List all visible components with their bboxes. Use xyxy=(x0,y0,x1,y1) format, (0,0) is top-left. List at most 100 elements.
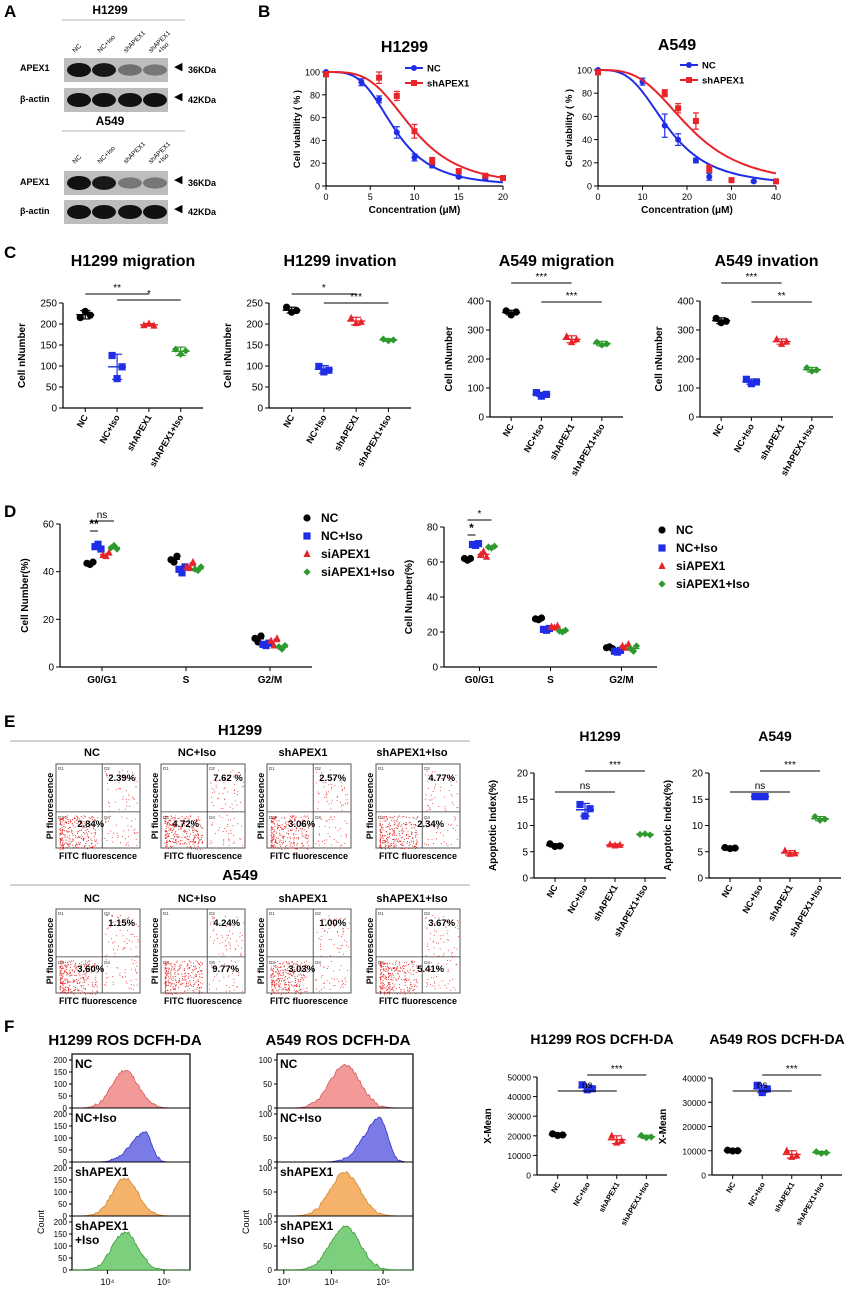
data-point xyxy=(559,1131,567,1139)
flow-events xyxy=(164,916,244,995)
y-tick-label: 100 xyxy=(54,1080,68,1089)
data-point xyxy=(275,643,283,651)
significance-label: *** xyxy=(746,272,758,283)
x-category-label: NC xyxy=(281,413,296,430)
x-axis-label: Concentration (μM) xyxy=(641,205,733,216)
data-point xyxy=(315,362,323,371)
x-category-label: NC xyxy=(501,422,516,439)
quadrant-percent-lower: 3.06% xyxy=(288,819,315,830)
y-tick-label: 0 xyxy=(268,1104,273,1113)
data-point xyxy=(189,557,197,566)
y-tick-label: 20000 xyxy=(682,1122,706,1132)
legend-label: NC xyxy=(321,511,339,525)
chart-cell-cycle-h1299: 0 20 40 60 Cell Number(%) G0/G1 S G2/M **ns NC NC+… xyxy=(20,510,395,686)
histogram-shapex1-iso xyxy=(72,1231,190,1271)
blot-band xyxy=(92,93,116,107)
kda-apex1-a549: 36KDa xyxy=(188,178,217,188)
blot-band xyxy=(118,64,142,76)
blot-row-actin-h1299: β-actin xyxy=(20,94,50,104)
y-tick-label: 5 xyxy=(522,847,528,858)
y-tick-label: 100 xyxy=(246,362,263,373)
y-tick-label: 40000 xyxy=(682,1074,706,1084)
data-point xyxy=(325,366,333,374)
data-point xyxy=(750,178,757,185)
y-axis-label: Cell nNumber xyxy=(17,323,28,388)
data-point xyxy=(675,105,682,112)
x-category-label: shAPEX1+Iso xyxy=(619,1180,651,1227)
y-tick-label: 15 xyxy=(517,795,529,806)
data-point xyxy=(170,558,178,566)
data-point xyxy=(89,558,97,566)
arrow-icon: ◀ xyxy=(174,91,183,103)
quadrant-label: D3 xyxy=(58,960,64,965)
data-point xyxy=(281,641,289,650)
blot-band xyxy=(143,64,167,76)
chart-title: A549 ROS DCFH-DA xyxy=(709,1031,844,1047)
data-point xyxy=(817,1149,825,1158)
data-point xyxy=(542,390,550,398)
flow-title-a549: A549 xyxy=(222,867,258,884)
data-point xyxy=(595,69,601,76)
legend-marker xyxy=(658,526,666,534)
data-point xyxy=(793,1151,801,1159)
data-point xyxy=(706,165,713,172)
y-tick-label: 20 xyxy=(582,158,592,168)
lane-label: NC xyxy=(71,43,83,55)
quadrant-label: D2 xyxy=(424,766,430,771)
quadrant-label: D2 xyxy=(209,911,215,916)
data-point xyxy=(182,347,190,355)
data-point xyxy=(537,392,545,400)
x-tick-label: 10⁵ xyxy=(376,1277,390,1287)
significance-label: * xyxy=(469,521,474,535)
blot-band xyxy=(118,205,142,219)
quadrant-percent-lower: 5.41% xyxy=(417,964,444,975)
y-tick-label: 100 xyxy=(54,1242,68,1251)
panel-label-a: A xyxy=(4,2,16,21)
y-tick-label: 50 xyxy=(46,383,58,394)
quadrant-percent-lower: 2.84% xyxy=(77,819,104,830)
y-tick-label: 200 xyxy=(467,355,484,366)
flow-y-label: PI fluorescence xyxy=(256,773,266,840)
flow-title-h1299: H1299 xyxy=(218,722,262,739)
data-point xyxy=(632,642,641,650)
flow-events xyxy=(59,915,139,995)
data-point xyxy=(105,548,113,556)
y-tick-label: 50 xyxy=(252,383,264,394)
data-point xyxy=(734,1147,742,1155)
x-category-label: NC+Iso xyxy=(98,413,123,446)
x-tick-label: 15 xyxy=(454,192,464,202)
blot-band xyxy=(67,176,91,190)
y-tick-label: 10000 xyxy=(507,1151,531,1161)
data-point xyxy=(455,173,462,180)
chart-viability-h1299: 0 20 40 60 80 100 Cell viability ( % ) 0 5 10 15 20… xyxy=(292,39,508,216)
data-point xyxy=(812,1148,820,1156)
y-tick-label: 100 xyxy=(259,1110,273,1119)
x-category-label: shAPEX1 xyxy=(597,1181,621,1214)
x-category-label: NC+Iso xyxy=(304,413,329,446)
y-tick-label: 100 xyxy=(577,66,592,76)
data-point xyxy=(636,830,644,839)
quadrant-percent-upper: 4.77% xyxy=(428,773,455,784)
quadrant-label: D4 xyxy=(424,960,430,965)
data-point xyxy=(618,1136,626,1144)
y-tick-label: 0 xyxy=(63,1212,68,1221)
data-point xyxy=(358,79,365,86)
x-category-label: S xyxy=(183,675,190,686)
histogram-group-label: shAPEX1 xyxy=(75,1219,129,1233)
blot-band xyxy=(118,93,142,107)
significance-label: *** xyxy=(611,1064,623,1075)
flow-x-label: FITC fluorescence xyxy=(59,996,137,1006)
lane-label: shAPEX1+Iso xyxy=(147,141,177,171)
quadrant-percent-upper: 2.39% xyxy=(108,773,135,784)
flow-y-label: PI fluorescence xyxy=(150,773,160,840)
quadrant-percent-upper: 4.24% xyxy=(213,918,240,929)
y-tick-label: 0 xyxy=(701,1171,706,1181)
blot-band xyxy=(67,93,91,107)
histogram-group-label: +Iso xyxy=(75,1233,99,1247)
x-category-label: NC+Iso xyxy=(740,883,765,916)
fit-curve-nc xyxy=(326,71,504,184)
data-point xyxy=(172,345,180,353)
x-category-label: G0/G1 xyxy=(87,675,117,686)
histogram-group-label: +Iso xyxy=(280,1233,304,1247)
y-tick-label: 50 xyxy=(263,1080,272,1089)
